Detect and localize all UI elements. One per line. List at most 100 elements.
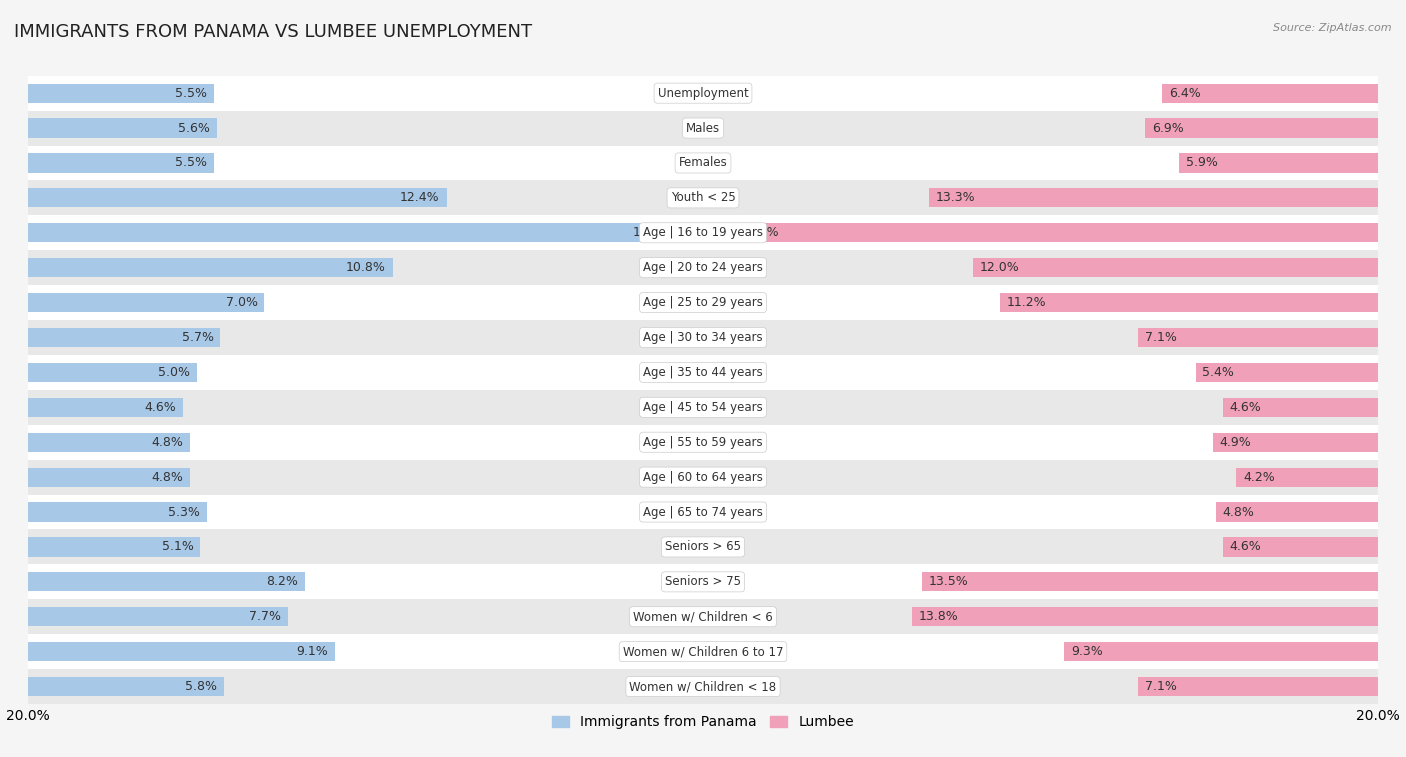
Text: Age | 16 to 19 years: Age | 16 to 19 years xyxy=(643,226,763,239)
Text: Age | 60 to 64 years: Age | 60 to 64 years xyxy=(643,471,763,484)
Bar xyxy=(1139,677,1378,696)
Text: 4.8%: 4.8% xyxy=(1223,506,1254,519)
Bar xyxy=(28,188,447,207)
Bar xyxy=(28,642,335,662)
Bar xyxy=(28,607,288,626)
Bar xyxy=(28,669,1378,704)
Bar xyxy=(1236,468,1378,487)
Bar xyxy=(734,223,1378,242)
Bar xyxy=(28,180,1378,215)
Bar xyxy=(28,83,214,103)
Bar xyxy=(28,320,1378,355)
Text: 7.1%: 7.1% xyxy=(1144,680,1177,693)
Bar xyxy=(1144,118,1378,138)
Text: 7.0%: 7.0% xyxy=(225,296,257,309)
Text: 4.8%: 4.8% xyxy=(152,471,183,484)
Text: 5.8%: 5.8% xyxy=(186,680,217,693)
Text: 5.7%: 5.7% xyxy=(181,331,214,344)
Text: 13.5%: 13.5% xyxy=(929,575,969,588)
Text: Seniors > 75: Seniors > 75 xyxy=(665,575,741,588)
Bar xyxy=(28,600,1378,634)
Bar xyxy=(28,223,679,242)
Legend: Immigrants from Panama, Lumbee: Immigrants from Panama, Lumbee xyxy=(547,709,859,735)
Text: 13.3%: 13.3% xyxy=(936,192,976,204)
Bar xyxy=(1064,642,1378,662)
Text: 11.2%: 11.2% xyxy=(1007,296,1046,309)
Bar xyxy=(28,251,1378,285)
Bar xyxy=(912,607,1378,626)
Text: Women w/ Children < 18: Women w/ Children < 18 xyxy=(630,680,776,693)
Bar xyxy=(28,285,1378,320)
Text: 4.9%: 4.9% xyxy=(1219,436,1251,449)
Bar xyxy=(1216,503,1378,522)
Text: Seniors > 65: Seniors > 65 xyxy=(665,540,741,553)
Text: 8.2%: 8.2% xyxy=(266,575,298,588)
Text: Males: Males xyxy=(686,122,720,135)
Text: 5.0%: 5.0% xyxy=(157,366,190,379)
Text: 7.1%: 7.1% xyxy=(1144,331,1177,344)
Text: Age | 20 to 24 years: Age | 20 to 24 years xyxy=(643,261,763,274)
Text: 6.9%: 6.9% xyxy=(1152,122,1184,135)
Bar xyxy=(28,468,190,487)
Text: Females: Females xyxy=(679,157,727,170)
Text: Age | 35 to 44 years: Age | 35 to 44 years xyxy=(643,366,763,379)
Text: 5.4%: 5.4% xyxy=(1202,366,1234,379)
Bar xyxy=(28,537,200,556)
Bar xyxy=(973,258,1378,277)
Bar xyxy=(28,565,1378,600)
Text: 5.3%: 5.3% xyxy=(169,506,200,519)
Bar xyxy=(28,572,305,591)
Text: Age | 30 to 34 years: Age | 30 to 34 years xyxy=(643,331,763,344)
Bar xyxy=(28,459,1378,494)
Bar xyxy=(28,293,264,312)
Text: 9.1%: 9.1% xyxy=(297,645,329,658)
Bar xyxy=(28,215,1378,251)
Bar xyxy=(1000,293,1378,312)
Bar xyxy=(28,677,224,696)
Bar xyxy=(1139,328,1378,347)
Text: 5.6%: 5.6% xyxy=(179,122,211,135)
Text: 4.8%: 4.8% xyxy=(152,436,183,449)
Bar xyxy=(28,425,1378,459)
Text: 5.5%: 5.5% xyxy=(174,86,207,100)
Bar xyxy=(1178,154,1378,173)
Bar xyxy=(28,494,1378,529)
Bar xyxy=(28,634,1378,669)
Bar xyxy=(1161,83,1378,103)
Text: IMMIGRANTS FROM PANAMA VS LUMBEE UNEMPLOYMENT: IMMIGRANTS FROM PANAMA VS LUMBEE UNEMPLO… xyxy=(14,23,533,41)
Text: 5.1%: 5.1% xyxy=(162,540,194,553)
Text: Age | 55 to 59 years: Age | 55 to 59 years xyxy=(643,436,763,449)
Bar xyxy=(1223,397,1378,417)
Bar xyxy=(28,503,207,522)
Text: 12.0%: 12.0% xyxy=(980,261,1019,274)
Bar xyxy=(28,363,197,382)
Bar xyxy=(28,355,1378,390)
Bar xyxy=(28,154,214,173)
Text: 7.7%: 7.7% xyxy=(249,610,281,623)
Text: 19.1%: 19.1% xyxy=(740,226,780,239)
Text: Age | 25 to 29 years: Age | 25 to 29 years xyxy=(643,296,763,309)
Bar xyxy=(28,145,1378,180)
Text: 5.9%: 5.9% xyxy=(1185,157,1218,170)
Bar xyxy=(28,390,1378,425)
Bar xyxy=(28,397,183,417)
Text: Women w/ Children 6 to 17: Women w/ Children 6 to 17 xyxy=(623,645,783,658)
Bar xyxy=(28,432,190,452)
Bar xyxy=(28,258,392,277)
Text: 4.2%: 4.2% xyxy=(1243,471,1275,484)
Text: 9.3%: 9.3% xyxy=(1071,645,1102,658)
Text: 12.4%: 12.4% xyxy=(401,192,440,204)
Bar xyxy=(28,118,217,138)
Bar xyxy=(1195,363,1378,382)
Text: Age | 45 to 54 years: Age | 45 to 54 years xyxy=(643,400,763,414)
Text: Youth < 25: Youth < 25 xyxy=(671,192,735,204)
Bar xyxy=(28,328,221,347)
Text: Source: ZipAtlas.com: Source: ZipAtlas.com xyxy=(1274,23,1392,33)
Text: 5.5%: 5.5% xyxy=(174,157,207,170)
Text: 4.6%: 4.6% xyxy=(1229,400,1261,414)
Text: Women w/ Children < 6: Women w/ Children < 6 xyxy=(633,610,773,623)
Bar xyxy=(1223,537,1378,556)
Text: 6.4%: 6.4% xyxy=(1168,86,1201,100)
Bar xyxy=(28,111,1378,145)
Text: 10.8%: 10.8% xyxy=(346,261,385,274)
